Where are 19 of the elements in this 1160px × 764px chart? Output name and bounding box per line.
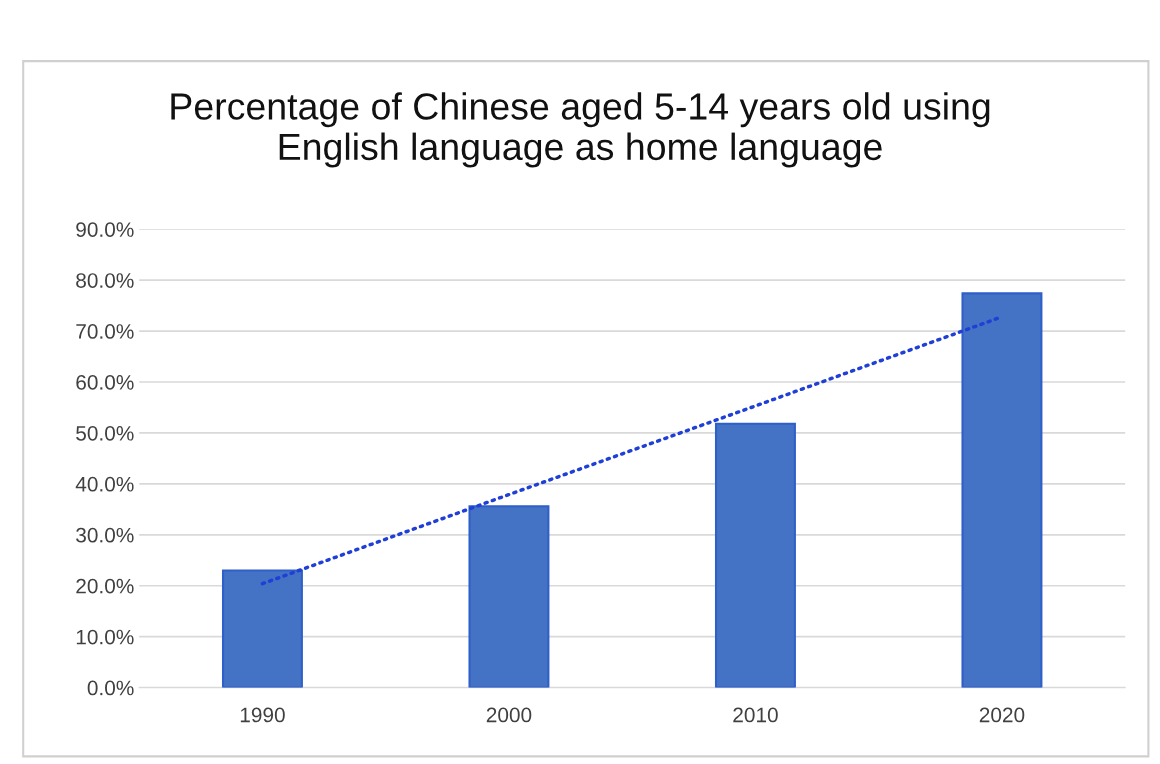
y-tick-label: 60.0%	[76, 375, 134, 390]
bar	[961, 292, 1043, 688]
y-tick-label: 40.0%	[75, 476, 134, 492]
y-tick-label: 50.0%	[76, 425, 134, 441]
x-tick-label: 2020	[979, 707, 1025, 723]
x-tick-label: 1990	[240, 707, 285, 723]
x-tick-label: 2000	[486, 707, 532, 723]
bar	[468, 505, 550, 688]
y-tick-label: 30.0%	[76, 527, 134, 543]
chart-title: Percentage of Chinese aged 5-14 years old using English language as home language	[171, 92, 990, 168]
y-tick-label: 0.0%	[87, 680, 134, 696]
y-tick-label: 20.0%	[76, 578, 134, 594]
y-tick-label: 10.0%	[76, 629, 134, 645]
y-tick-label: 70.0%	[76, 324, 134, 339]
x-tick-label: 2010	[733, 707, 778, 723]
y-tick-label: 80.0%	[76, 273, 134, 288]
bar	[714, 422, 796, 688]
bar	[221, 569, 303, 688]
y-tick-label: 90.0%	[76, 222, 134, 237]
